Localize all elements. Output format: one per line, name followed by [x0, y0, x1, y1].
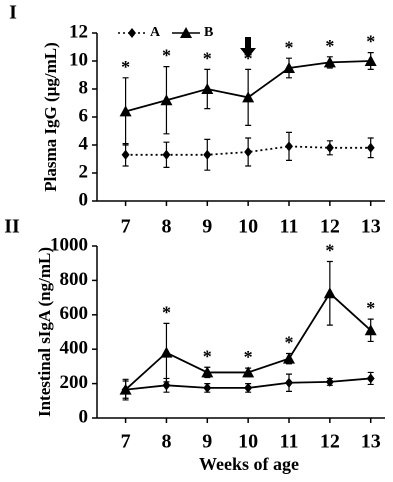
y-tick-label: 400: [60, 338, 89, 359]
diamond-marker: [325, 142, 334, 153]
diamond-marker: [285, 377, 293, 388]
y-tick-label: 0: [79, 406, 89, 427]
triangle-marker: [364, 324, 377, 336]
x-tick-label: 12: [320, 216, 340, 238]
significance-label: *: [162, 46, 171, 66]
x-tick-label: 9: [202, 431, 212, 453]
significance-label: *: [203, 346, 212, 366]
triangle-marker: [323, 287, 336, 299]
significance-label: *: [366, 32, 375, 52]
diamond-marker: [162, 149, 171, 160]
y-tick-label: 600: [60, 303, 89, 324]
x-tick-label: 13: [361, 431, 381, 453]
significance-label: *: [203, 49, 212, 69]
x-tick-label: 8: [161, 431, 171, 453]
panel-label: II: [4, 216, 20, 238]
triangle-marker: [119, 383, 132, 395]
x-tick-label: 7: [121, 216, 131, 238]
y-tick-label: 2: [79, 161, 89, 182]
arrow: [240, 37, 256, 58]
triangle-marker: [180, 27, 192, 38]
x-tick-label: 11: [280, 431, 299, 453]
diamond-marker: [244, 382, 253, 393]
triangle-marker: [242, 366, 255, 378]
significance-label: *: [325, 241, 334, 261]
y-tick-label: 4: [79, 133, 89, 154]
triangle-marker: [242, 91, 255, 103]
diamond-marker: [366, 373, 375, 384]
triangle-marker: [283, 62, 295, 73]
diamond-marker: [203, 149, 212, 160]
triangle-marker: [160, 346, 173, 358]
x-tick-label: 13: [361, 216, 381, 238]
y-tick-label: 6: [79, 105, 89, 126]
y-tick-label: 10: [69, 49, 88, 70]
triangle-marker: [283, 352, 295, 364]
significance-label: *: [366, 298, 375, 318]
x-tick-label: 11: [280, 216, 299, 238]
diamond-marker: [203, 382, 212, 393]
diamond-marker: [121, 149, 130, 160]
triangle-marker: [364, 55, 377, 66]
legend-label: B: [204, 25, 213, 40]
triangle-marker: [201, 366, 214, 378]
x-tick-label: 12: [320, 431, 340, 453]
y-axis-label: Plasma IgG (µg/mL): [41, 42, 60, 192]
diamond-marker: [128, 28, 136, 38]
triangle-marker: [201, 83, 214, 94]
significance-label: *: [162, 303, 171, 323]
x-tick-label: 10: [238, 431, 258, 453]
diamond-marker: [244, 147, 253, 157]
y-axis-label: Intestinal sIgA (ng/mL): [35, 247, 54, 417]
triangle-marker: [160, 94, 173, 106]
significance-label: *: [285, 37, 294, 57]
x-tick-label: 8: [161, 216, 171, 238]
diamond-marker: [162, 380, 171, 391]
y-tick-label: 1000: [50, 234, 88, 255]
y-tick-label: 8: [79, 77, 89, 98]
significance-label: *: [121, 57, 130, 77]
x-axis-label: Weeks of age: [199, 454, 299, 474]
significance-label: *: [285, 333, 294, 353]
x-tick-label: 7: [121, 431, 131, 453]
significance-label: *: [244, 347, 253, 367]
diamond-marker: [325, 376, 334, 387]
significance-label: *: [244, 49, 253, 69]
y-tick-label: 200: [60, 372, 89, 393]
y-tick-label: 12: [69, 21, 88, 42]
triangle-marker: [323, 56, 336, 68]
diamond-marker: [285, 141, 293, 152]
triangle-marker: [119, 105, 132, 117]
x-tick-label: 9: [202, 216, 212, 238]
y-tick-label: 800: [60, 269, 89, 290]
y-tick-label: 0: [79, 189, 89, 210]
diamond-marker: [366, 142, 375, 153]
panel-label: I: [9, 2, 17, 24]
x-tick-label: 10: [238, 216, 258, 238]
significance-label: *: [325, 36, 334, 56]
legend-label: A: [150, 25, 161, 40]
